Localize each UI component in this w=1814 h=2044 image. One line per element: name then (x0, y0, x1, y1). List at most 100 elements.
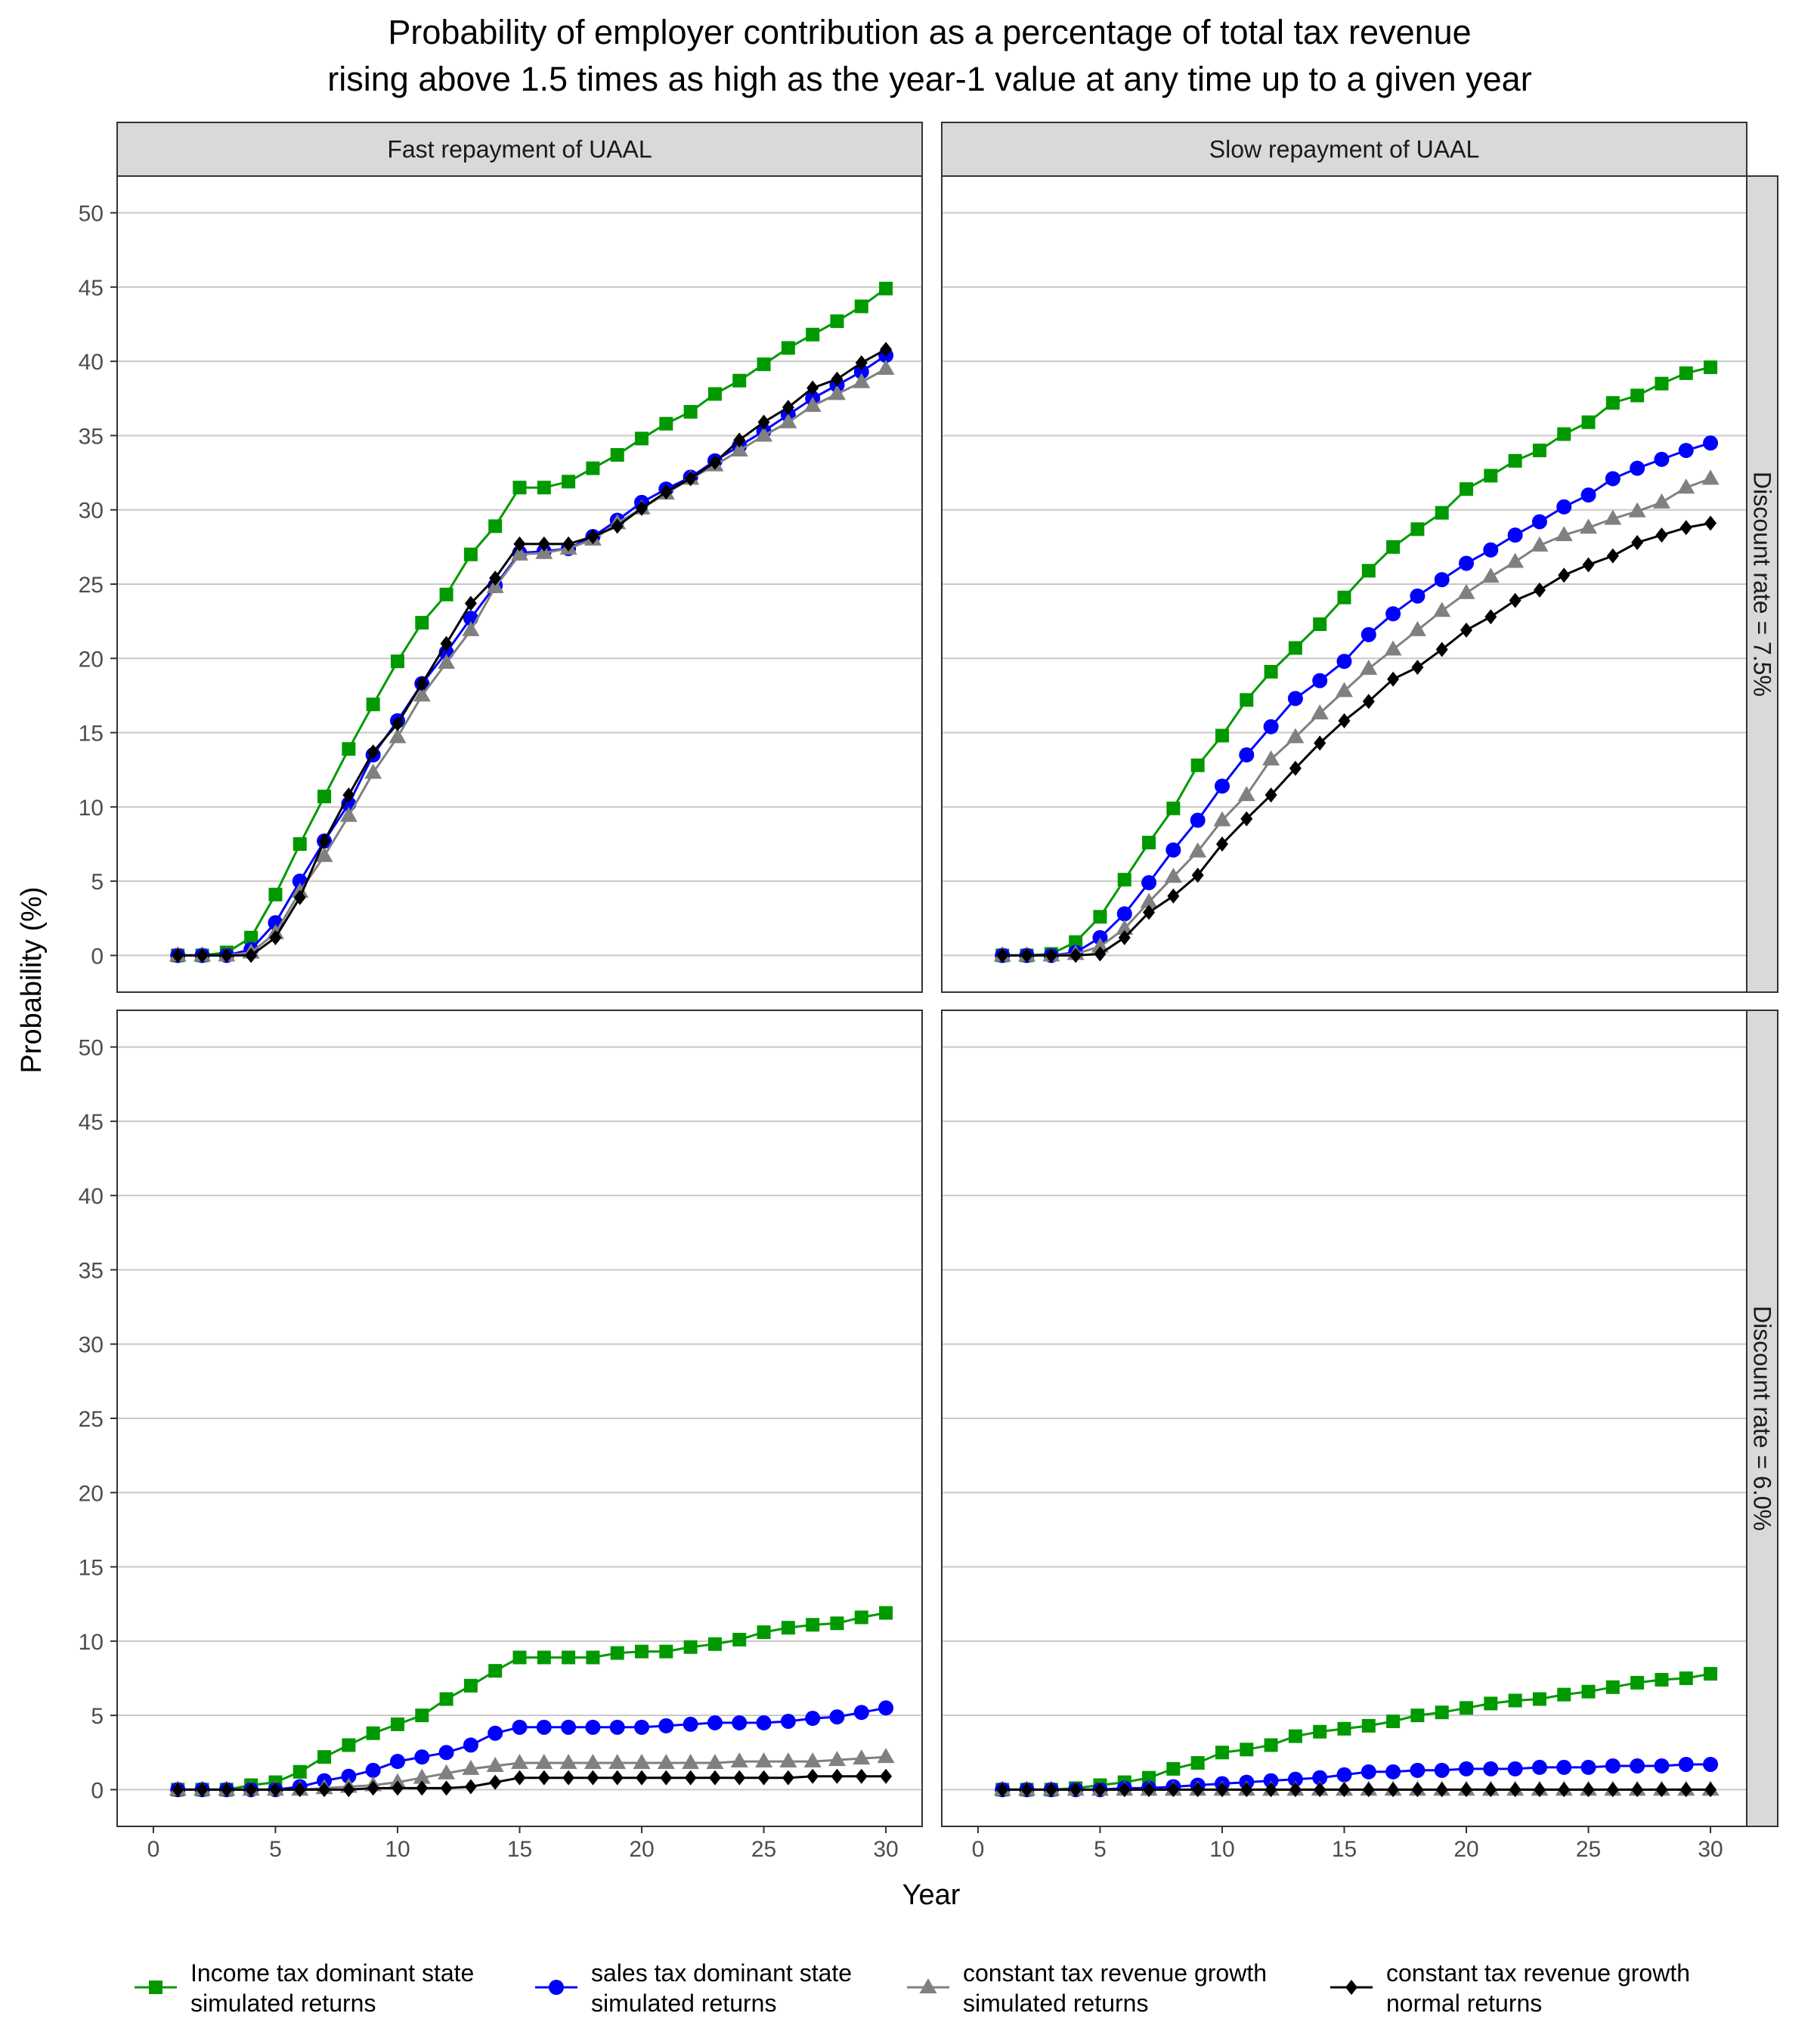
data-point (1457, 583, 1475, 599)
data-point (1506, 552, 1525, 568)
data-point (1116, 920, 1134, 935)
y-tick-label: 30 (79, 499, 104, 524)
data-point (1435, 642, 1448, 657)
x-tick-label: 10 (1209, 1837, 1234, 1862)
y-tick-label: 15 (79, 1556, 104, 1581)
data-point (779, 1752, 797, 1768)
data-point (1263, 719, 1279, 734)
data-point (633, 1754, 651, 1770)
data-point (489, 1774, 502, 1790)
data-point (1631, 534, 1644, 550)
data-point (1630, 460, 1645, 476)
data-point (805, 1711, 821, 1727)
legend-label-line1: constant tax revenue growth (1386, 1959, 1690, 1987)
data-point (1020, 1782, 1033, 1798)
data-point (413, 686, 431, 702)
row-strip (1746, 1010, 1778, 1827)
data-point (367, 744, 379, 760)
data-point (586, 461, 600, 475)
data-point (1313, 1724, 1327, 1739)
data-point (1141, 875, 1157, 891)
data-point (1237, 786, 1255, 802)
data-point (660, 484, 673, 500)
data-point (1704, 360, 1718, 375)
data-point (1264, 1738, 1278, 1752)
data-point (1240, 1743, 1254, 1757)
data-point (1116, 906, 1132, 922)
data-point (1387, 1782, 1400, 1798)
data-point (1190, 812, 1206, 828)
data-point (610, 1646, 624, 1660)
y-tick-label: 40 (79, 1184, 104, 1209)
x-tick-label: 10 (385, 1837, 410, 1862)
panels-layer: Fast repayment of UAAL Slow repayment of … (79, 122, 1778, 1862)
data-point (1165, 842, 1181, 858)
data-point (1338, 1782, 1351, 1798)
data-point (1557, 1687, 1571, 1702)
data-point (1117, 873, 1131, 887)
data-point (1118, 1782, 1131, 1798)
data-point (782, 1770, 794, 1786)
data-point (756, 1715, 772, 1730)
data-point (1166, 801, 1181, 815)
data-point (1070, 948, 1082, 963)
data-point (757, 1625, 771, 1640)
data-point (660, 1770, 673, 1786)
data-point (196, 1782, 209, 1798)
data-point (389, 1754, 405, 1770)
data-point (1484, 1696, 1498, 1711)
data-point (1581, 415, 1596, 429)
data-point (1385, 1764, 1401, 1780)
data-point (806, 380, 819, 396)
data-point (782, 400, 794, 416)
data-point (415, 616, 429, 630)
y-axis-label: Probability (%) (16, 886, 48, 1073)
data-point (416, 676, 429, 691)
data-point (1555, 526, 1573, 542)
legend-key-marker (149, 1981, 163, 1994)
data-point (708, 454, 721, 470)
panel (941, 175, 1747, 993)
data-point (391, 716, 404, 731)
data-point (1507, 1761, 1523, 1777)
data-point (440, 635, 453, 651)
y-tick-label: 45 (79, 276, 104, 301)
data-point (830, 314, 844, 329)
data-point (438, 1764, 456, 1780)
data-point (1678, 1756, 1694, 1772)
data-point (755, 426, 773, 442)
x-tick-label: 30 (873, 1837, 898, 1862)
data-point (1605, 1680, 1620, 1694)
data-point (342, 1782, 355, 1798)
data-point (828, 1751, 846, 1767)
data-point (1045, 1782, 1057, 1798)
data-point (806, 1618, 820, 1632)
data-point (733, 1770, 746, 1786)
data-point (536, 1719, 552, 1735)
data-point (1434, 572, 1450, 588)
row-strip-label: Discount rate = 7.5% (1749, 472, 1776, 697)
data-point (1189, 842, 1207, 858)
data-point (1606, 1782, 1619, 1798)
data-point (879, 281, 893, 295)
data-point (317, 1750, 332, 1764)
data-point (636, 500, 649, 516)
data-point (293, 1764, 307, 1779)
data-point (512, 481, 527, 495)
data-point (439, 587, 454, 601)
data-point (684, 471, 697, 487)
data-point (1679, 520, 1692, 536)
x-tick-label: 25 (1576, 1837, 1601, 1862)
data-point (366, 697, 380, 712)
data-point (732, 1632, 747, 1647)
data-point (367, 1780, 379, 1796)
data-point (342, 1738, 356, 1752)
data-point (707, 1715, 723, 1730)
data-point (293, 889, 306, 905)
data-point (1214, 778, 1230, 794)
data-point (1313, 617, 1327, 632)
data-point (1410, 1708, 1425, 1723)
data-point (634, 1719, 650, 1735)
legend-item: constant tax revenue growth normal return… (1330, 1959, 1690, 2017)
data-point (682, 1754, 700, 1770)
